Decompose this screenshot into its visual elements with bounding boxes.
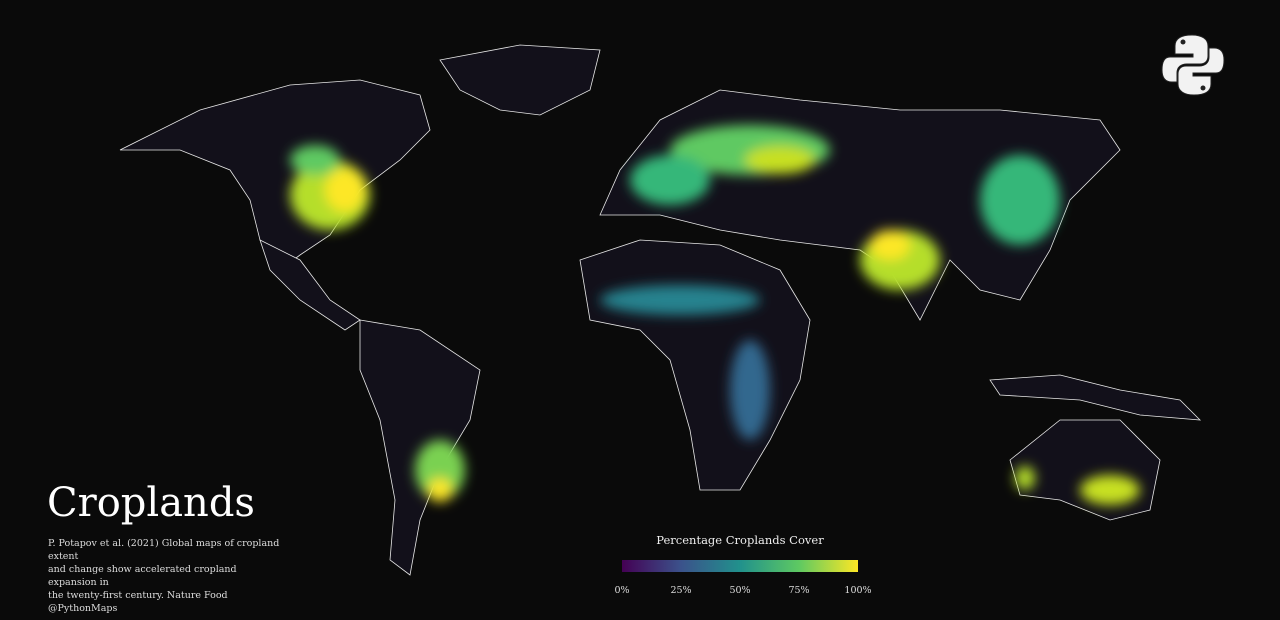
south-america [359, 319, 481, 576]
north-america [119, 79, 431, 271]
source-line: the twenty-first century. Nature Food [48, 590, 228, 601]
legend-title: Percentage Croplands Cover [656, 533, 824, 547]
author-handle: @PythonMaps [48, 603, 118, 614]
source-line: P. Potapov et al. (2021) Global maps of … [48, 538, 280, 562]
southeast-asia [989, 374, 1202, 421]
cropland-density [290, 125, 1140, 505]
central-america [259, 239, 361, 331]
africa [579, 239, 811, 491]
australia [1009, 419, 1161, 521]
legend-tick: 25% [670, 585, 692, 596]
legend-tick: 75% [788, 585, 810, 596]
legend-tick: 0% [614, 585, 630, 596]
greenland [439, 44, 601, 116]
source-citation: P. Potapov et al. (2021) Global maps of … [48, 537, 288, 615]
source-line: and change show accelerated cropland exp… [48, 564, 237, 588]
colorbar [622, 560, 858, 572]
legend-tick: 50% [729, 585, 751, 596]
map-title: Croplands [47, 480, 255, 526]
legend-tick: 100% [844, 585, 872, 596]
python-logo-icon [1160, 32, 1226, 102]
